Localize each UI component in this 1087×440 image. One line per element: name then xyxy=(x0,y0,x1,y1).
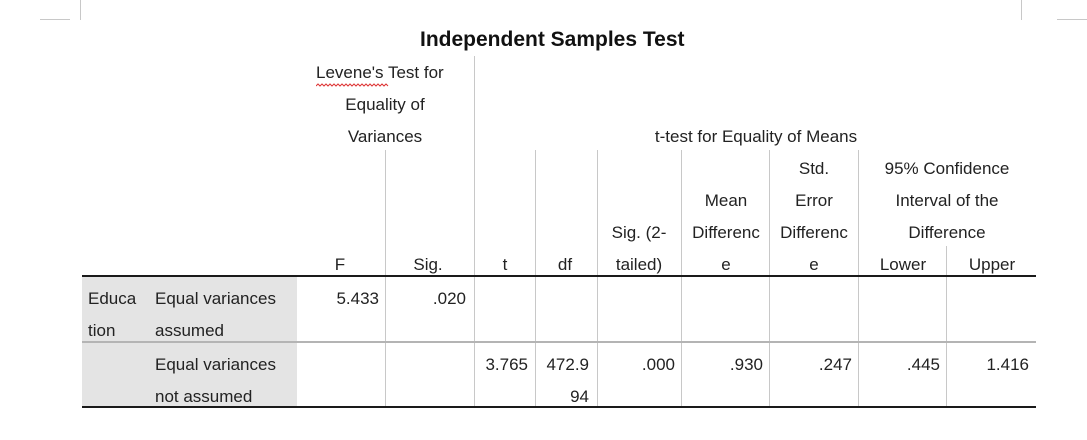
row-label-1a: Equal variances xyxy=(155,289,276,308)
margin-mark-right-v xyxy=(1021,0,1022,20)
cell-df-1: 472.9 xyxy=(546,355,589,374)
variable-label-1: Educa xyxy=(88,289,137,308)
mean-diff-header-1: Mean xyxy=(704,191,748,210)
vline-t-df xyxy=(535,150,536,408)
row-label-1b: assumed xyxy=(155,321,224,340)
cell-df-2: 94 xyxy=(570,387,589,406)
ci-header-3: Difference xyxy=(908,223,986,242)
stderr-header-2: Error xyxy=(795,191,833,210)
ci-header-2: Interval of the xyxy=(895,191,999,210)
vline-stderr-ci xyxy=(858,150,859,408)
ci-header-1: 95% Confidence xyxy=(884,159,1010,178)
vline-sig2-mean xyxy=(681,150,682,408)
vline-mean-stderr xyxy=(769,150,770,408)
vline-f-sig xyxy=(385,150,386,408)
margin-mark-left-h xyxy=(40,19,70,20)
col-header-upper: Upper xyxy=(968,255,1016,274)
table-title: Independent Samples Test xyxy=(420,28,685,51)
levene-header-line1: Levene's Test for xyxy=(316,63,444,83)
row-divider xyxy=(82,341,1036,343)
cell-f: 5.433 xyxy=(336,289,379,308)
row-label-2b: not assumed xyxy=(155,387,253,406)
col-header-lower: Lower xyxy=(879,255,927,274)
vline-lower-upper xyxy=(946,246,947,408)
spellcheck-squiggle xyxy=(316,83,389,87)
cell-t: 3.765 xyxy=(485,355,528,374)
stderr-header-1: Std. xyxy=(798,159,830,178)
levene-header-line2: Equality of xyxy=(345,95,425,114)
col-header-df: df xyxy=(557,255,573,274)
header-bottom-rule xyxy=(82,275,1036,277)
levene-word: Levene's xyxy=(316,63,384,82)
vline-df-sig2 xyxy=(597,150,598,408)
col-header-t: t xyxy=(502,255,508,274)
mean-diff-header-3: e xyxy=(721,255,731,274)
levene-word-2: Test for xyxy=(387,63,444,82)
cell-sig2: .000 xyxy=(641,355,675,374)
cell-std-err: .247 xyxy=(818,355,852,374)
col-header-f: F xyxy=(334,255,346,274)
variable-label-2: tion xyxy=(88,321,116,340)
sig2-header-1: Sig. (2- xyxy=(611,223,667,242)
cell-mean-diff: .930 xyxy=(729,355,763,374)
row-label-2a: Equal variances xyxy=(155,355,276,374)
ttest-header: t-test for Equality of Means xyxy=(654,127,858,146)
vline-levene-right xyxy=(474,56,475,408)
sig2-header-2: tailed) xyxy=(615,255,663,274)
margin-mark-left-v xyxy=(80,0,81,20)
levene-header-line3: Variances xyxy=(347,127,423,146)
margin-mark-right-h xyxy=(1057,19,1087,20)
stderr-header-3: Differenc xyxy=(780,223,848,242)
cell-lower: .445 xyxy=(906,355,940,374)
mean-diff-header-2: Differenc xyxy=(692,223,760,242)
stderr-header-4: e xyxy=(809,255,819,274)
table-bottom-rule xyxy=(82,406,1036,408)
col-header-sig: Sig. xyxy=(413,255,443,274)
cell-sig: .020 xyxy=(432,289,466,308)
cell-upper: 1.416 xyxy=(986,355,1029,374)
